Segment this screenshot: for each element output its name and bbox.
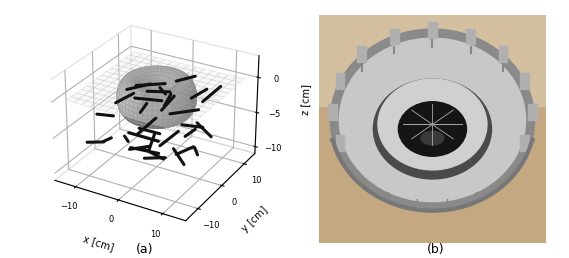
Y-axis label: y [cm]: y [cm] [240, 205, 270, 234]
FancyBboxPatch shape [357, 46, 366, 62]
FancyBboxPatch shape [528, 104, 537, 120]
Text: (b): (b) [427, 243, 444, 256]
FancyBboxPatch shape [328, 104, 337, 120]
Ellipse shape [339, 38, 526, 202]
Ellipse shape [421, 131, 444, 145]
Text: (a): (a) [137, 243, 154, 256]
FancyBboxPatch shape [499, 46, 508, 62]
Ellipse shape [398, 102, 467, 156]
FancyBboxPatch shape [521, 73, 529, 89]
Ellipse shape [330, 29, 535, 211]
FancyBboxPatch shape [428, 22, 437, 38]
Ellipse shape [373, 79, 492, 179]
Bar [319, 15, 546, 106]
FancyBboxPatch shape [467, 29, 475, 44]
X-axis label: x [cm]: x [cm] [82, 233, 115, 252]
FancyBboxPatch shape [336, 135, 344, 151]
FancyBboxPatch shape [336, 73, 344, 89]
Ellipse shape [378, 79, 487, 170]
FancyBboxPatch shape [521, 135, 529, 151]
FancyBboxPatch shape [390, 29, 398, 44]
